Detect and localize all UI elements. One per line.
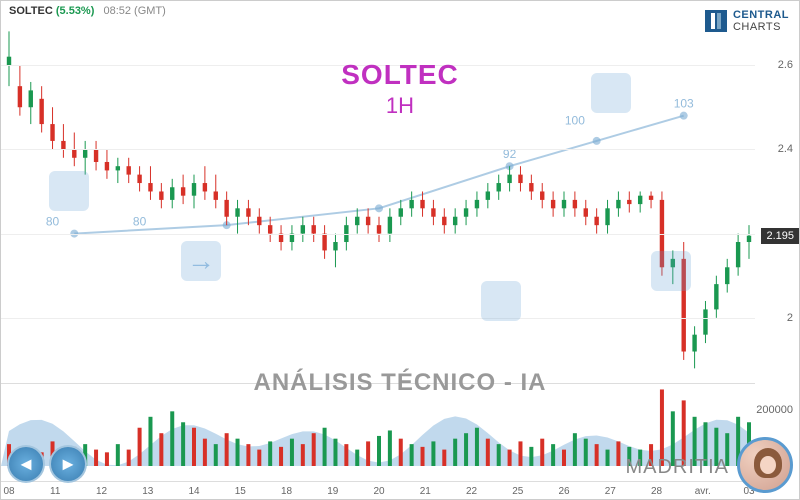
y-axis: 22.22.42.62.195 — [755, 23, 799, 381]
y-tick-label: 2.4 — [778, 143, 793, 155]
analysis-label: ANÁLISIS TÉCNICO - IA — [253, 369, 546, 397]
x-axis: 081112131415181920212225262728avr.03 — [1, 481, 755, 499]
logo-line1: CENTRAL — [733, 9, 789, 21]
avatar[interactable] — [737, 437, 793, 493]
x-tick-label: 27 — [605, 486, 616, 497]
x-tick-label: 21 — [420, 486, 431, 497]
title-overlay: SOLTEC 1H — [341, 59, 458, 119]
header: SOLTEC (5.53%) 08:52 (GMT) — [9, 5, 166, 17]
y-tick-label: 2.6 — [778, 59, 793, 71]
svg-text:100: 100 — [565, 114, 585, 128]
current-price-tag: 2.195 — [761, 228, 799, 244]
brand-text: MADRITIA — [625, 456, 729, 479]
x-tick-label: 14 — [188, 486, 199, 497]
x-tick-label: 20 — [373, 486, 384, 497]
x-tick-label: 08 — [3, 486, 14, 497]
x-tick-label: 19 — [327, 486, 338, 497]
x-tick-label: 12 — [96, 486, 107, 497]
nav-controls: ◄ ► — [7, 445, 87, 483]
svg-text:103: 103 — [674, 97, 694, 111]
timestamp: 08:52 (GMT) — [103, 5, 165, 17]
svg-text:80: 80 — [46, 215, 60, 229]
watermark-icon — [181, 241, 221, 281]
x-tick-label: 18 — [281, 486, 292, 497]
percent-change: (5.53%) — [56, 5, 95, 17]
watermark-icon — [481, 281, 521, 321]
chart-container: SOLTEC (5.53%) 08:52 (GMT) CENTRAL CHART… — [0, 0, 800, 500]
vol-tick-label: 200000 — [756, 404, 793, 416]
prev-button[interactable]: ◄ — [7, 445, 45, 483]
ticker-symbol: SOLTEC — [9, 5, 53, 17]
x-tick-label: 11 — [50, 486, 60, 497]
next-button[interactable]: ► — [49, 445, 87, 483]
chart-title: SOLTEC — [341, 59, 458, 91]
x-tick-label: 28 — [651, 486, 662, 497]
x-tick-label: 25 — [512, 486, 523, 497]
x-tick-label: 26 — [558, 486, 569, 497]
watermark-icon — [591, 73, 631, 113]
svg-text:80: 80 — [133, 215, 147, 229]
x-tick-label: avr. — [695, 486, 711, 497]
y-tick-label: 2 — [787, 312, 793, 324]
chart-timeframe: 1H — [341, 93, 458, 119]
x-tick-label: 22 — [466, 486, 477, 497]
watermark-icon — [49, 171, 89, 211]
x-tick-label: 15 — [235, 486, 246, 497]
watermark-icon — [651, 251, 691, 291]
x-tick-label: 13 — [142, 486, 153, 497]
